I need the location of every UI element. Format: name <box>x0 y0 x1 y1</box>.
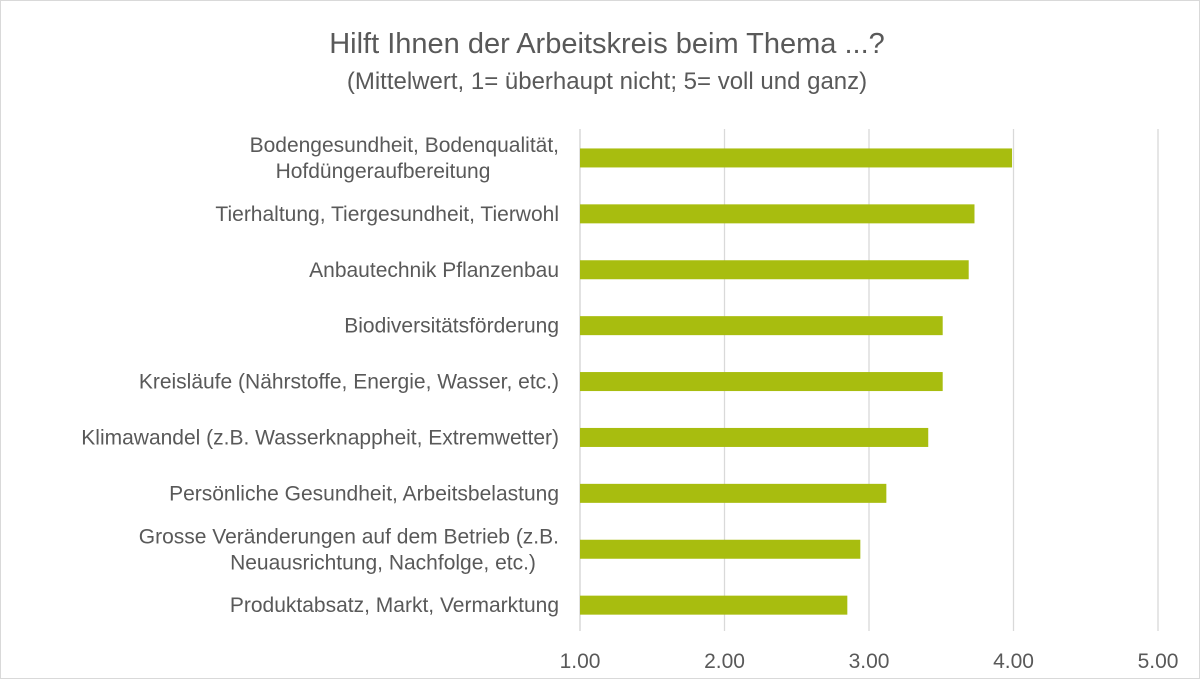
category-label: Grosse Veränderungen auf dem Betrieb (z.… <box>139 525 559 574</box>
chart-subtitle: (Mittelwert, 1= überhaupt nicht; 5= voll… <box>347 68 867 95</box>
category-label-line: Tierhaltung, Tiergesundheit, Tierwohl <box>215 203 559 226</box>
category-labels: Bodengesundheit, Bodenqualität, Hofdünger… <box>81 134 559 617</box>
category-label: Biodiversitätsförderung <box>344 315 559 338</box>
x-tick-label: 2.00 <box>704 650 745 673</box>
x-axis-ticks: 1.00 2.00 3.00 4.00 5.00 <box>560 650 1179 673</box>
bar-1 <box>580 204 975 224</box>
x-tick-label: 4.00 <box>993 650 1034 673</box>
category-label: Klimawandel (z.B. Wasserknappheit, Extre… <box>81 426 559 449</box>
category-label-line: Produktabsatz, Markt, Vermarktung <box>230 594 559 617</box>
x-tick-label: 1.00 <box>560 650 601 673</box>
category-label-line: Biodiversitätsförderung <box>344 315 559 338</box>
category-label-line: Hofdüngeraufbereitung <box>276 160 491 183</box>
category-label-line: Klimawandel (z.B. Wasserknappheit, Extre… <box>81 426 559 449</box>
bar-8 <box>580 595 848 615</box>
category-label-line: Grosse Veränderungen auf dem Betrieb (z.… <box>139 525 559 548</box>
category-label-line: Neuausrichtung, Nachfolge, etc.) <box>230 551 536 574</box>
category-label-line: Bodengesundheit, Bodenqualität, <box>250 134 559 157</box>
category-label: Persönliche Gesundheit, Arbeitsbelastung <box>169 482 559 505</box>
x-tick-label: 3.00 <box>849 650 890 673</box>
bar-3 <box>580 316 943 336</box>
bar-5 <box>580 427 929 447</box>
bar-2 <box>580 260 969 280</box>
bar-4 <box>580 372 943 392</box>
category-label: Anbautechnik Pflanzenbau <box>309 259 559 282</box>
bar-6 <box>580 483 887 503</box>
category-label: Bodengesundheit, Bodenqualität, Hofdünger… <box>250 134 559 183</box>
bar-7 <box>580 539 861 559</box>
bar-0 <box>580 148 1013 168</box>
category-label-line: Persönliche Gesundheit, Arbeitsbelastung <box>169 482 559 505</box>
category-label-line: Anbautechnik Pflanzenbau <box>309 259 559 282</box>
category-label: Tierhaltung, Tiergesundheit, Tierwohl <box>215 203 559 226</box>
x-tick-label: 5.00 <box>1138 650 1179 673</box>
category-label-line: Kreisläufe (Nährstoffe, Energie, Wasser,… <box>139 371 559 394</box>
chart-title: Hilft Ihnen der Arbeitskreis beim Thema … <box>329 28 885 60</box>
bars <box>580 148 1013 615</box>
category-label: Kreisläufe (Nährstoffe, Energie, Wasser,… <box>139 371 559 394</box>
category-label: Produktabsatz, Markt, Vermarktung <box>230 594 559 617</box>
